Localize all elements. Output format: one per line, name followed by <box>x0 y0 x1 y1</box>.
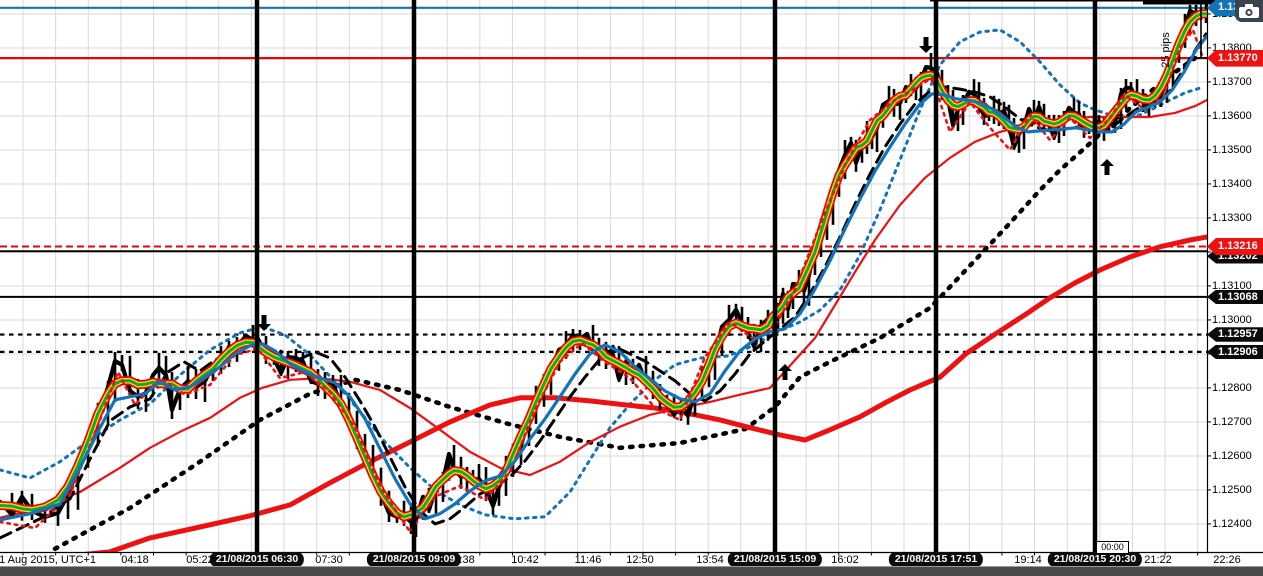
price-level-badge[interactable]: 1.12957 <box>1207 327 1263 342</box>
arrow-marker-down <box>257 315 271 331</box>
gridlines <box>0 0 1207 552</box>
session-date-badge: 21/08/2015 09:09 <box>366 552 462 567</box>
camera-screenshot-button[interactable] <box>1235 0 1263 22</box>
x-axis-label: 16:02 <box>831 554 859 566</box>
x-axis-label: 22:26 <box>1213 554 1241 566</box>
session-date-badge: 21/08/2015 15:09 <box>727 552 823 567</box>
midnight-marker: 00:00 <box>1096 541 1129 554</box>
session-date-badge: 21/08/2015 17:51 <box>888 552 984 567</box>
price-level-badge[interactable]: 1.12906 <box>1207 344 1263 360</box>
x-axis-label: 12:50 <box>626 554 654 566</box>
y-axis-label: 1.12400 <box>1212 517 1252 530</box>
bottom-status-bar <box>0 566 1263 576</box>
y-axis-label: 1.13100 <box>1212 279 1252 292</box>
x-axis-label: 13:54 <box>696 554 724 566</box>
price-level-badge[interactable]: 1.13068 <box>1207 289 1263 305</box>
session-date-badge: 21/08/2015 06:30 <box>209 552 305 567</box>
x-axis-label: 19:14 <box>1014 554 1042 566</box>
x-axis-label: 11:46 <box>574 554 602 566</box>
series-ma-blue <box>0 34 1207 522</box>
y-axis-label: 1.12600 <box>1212 449 1252 462</box>
series-ma-red-slow <box>83 234 1207 552</box>
y-axis-label: 1.12800 <box>1212 381 1252 394</box>
price-level-lines <box>0 6 1207 353</box>
y-axis-label: 1.12500 <box>1212 483 1252 496</box>
price-level-badge[interactable]: 1.13216 <box>1207 237 1263 255</box>
series-plot <box>0 1 1207 552</box>
y-axis-label: 1.13300 <box>1212 211 1252 224</box>
price-level-badge[interactable]: 1.13770 <box>1207 49 1263 67</box>
y-axis-label: 1.13000 <box>1212 313 1252 326</box>
camera-icon <box>1239 4 1259 18</box>
series-ma-red-fast <box>0 98 1207 519</box>
y-axis-label: 1.12700 <box>1212 415 1252 428</box>
pips-measure-label: 25 pips <box>1160 32 1172 68</box>
date-timezone-label: 21 Aug 2015, UTC+1 <box>0 554 97 566</box>
x-axis-label: 07:30 <box>315 554 343 566</box>
x-axis-label: 10:42 <box>511 554 539 566</box>
y-axis-label: 1.13600 <box>1212 109 1252 122</box>
series-ma-ribbon-2 <box>0 12 1207 519</box>
arrow-marker-down <box>919 37 933 53</box>
measure-top-bar <box>1143 0 1237 5</box>
arrow-marker-up <box>778 364 792 380</box>
x-axis-label: 04:18 <box>121 554 149 566</box>
series-ma-dotted-red <box>0 28 1205 534</box>
y-axis-label: 1.13700 <box>1212 75 1252 88</box>
arrow-marker-up <box>1100 159 1114 175</box>
session-date-badge: 21/08/2015 20:30 <box>1047 552 1143 567</box>
y-axis-label: 1.13400 <box>1212 177 1252 190</box>
x-axis-label: 05:22 <box>186 554 214 566</box>
y-axis-label: 1.13500 <box>1212 143 1252 156</box>
x-axis-label: 21:22 <box>1144 554 1172 566</box>
